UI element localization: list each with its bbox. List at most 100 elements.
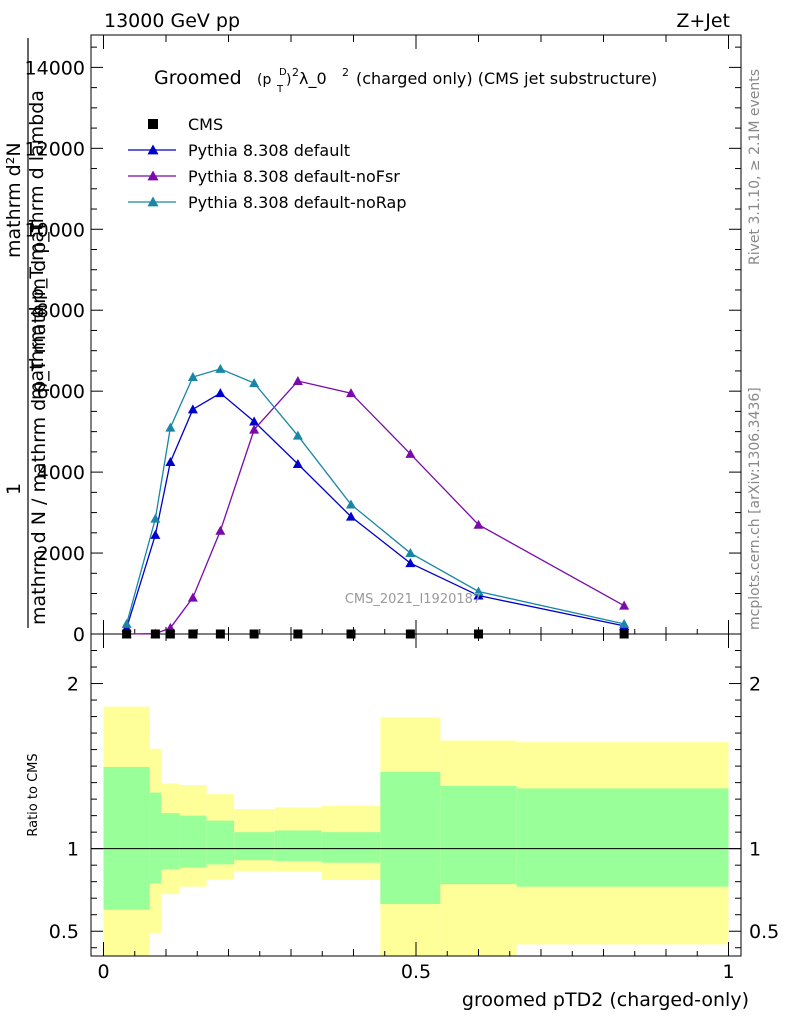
- legend-marker: [147, 196, 159, 207]
- legend-label: Pythia 8.308 default: [188, 141, 350, 160]
- series-point: [165, 456, 176, 466]
- ratio-tick-label-left: 0.5: [49, 921, 79, 943]
- series-point: [249, 424, 260, 434]
- series-layer: [121, 363, 630, 639]
- ratio-band-green: [274, 830, 322, 862]
- series-point: [619, 600, 630, 610]
- series-point: [121, 618, 132, 628]
- ratio-band-green: [321, 832, 381, 863]
- series-point: [249, 416, 260, 426]
- legend-label: CMS: [188, 115, 223, 134]
- series-point: [292, 459, 303, 469]
- series-point: [249, 378, 260, 388]
- series-point: [165, 422, 176, 432]
- cms-data-point: [293, 629, 303, 639]
- y-tick-label: 12000: [25, 138, 85, 160]
- title-rest: (charged only) (CMS jet substructure): [356, 69, 657, 88]
- title-close: ): [286, 72, 291, 88]
- y-title-numerator-top: mathrm d²N: [3, 142, 25, 258]
- series-point: [346, 499, 356, 509]
- series-point: [346, 388, 356, 398]
- title-p: (p: [257, 72, 271, 88]
- ratio-tick-label-right: 1: [749, 839, 761, 861]
- y-tick-label: 2000: [37, 543, 85, 565]
- ratio-uncertainty-bands: [103, 706, 729, 956]
- legend-marker: [147, 144, 159, 155]
- title-prefix: Groomed: [154, 67, 242, 89]
- y-tick-label: 10000: [25, 219, 85, 241]
- legend-label: Pythia 8.308 default-noFsr: [188, 167, 400, 186]
- cms-data-point: [405, 629, 415, 639]
- series-line: [125, 368, 625, 625]
- cms-data-point: [619, 629, 629, 639]
- series-point: [150, 529, 161, 539]
- ratio-band-green: [234, 832, 275, 861]
- plot-title: Groomed (p D T ) 2 λ_0 2 (charged only) …: [154, 66, 657, 95]
- title-lambda: λ_0: [299, 69, 327, 89]
- x-axis-label: groomed pTD2 (charged-only): [462, 989, 749, 1011]
- series-point: [292, 376, 303, 386]
- legend-marker: [148, 119, 158, 129]
- y-axis-title: 1 mathrm d N / mathrm d p_T mathrm d p_T…: [3, 38, 50, 628]
- cms-data-point: [215, 629, 225, 639]
- y-title-numerator-bottom: mathrm d p_T mathrm d lambda: [26, 90, 48, 400]
- cms-data-point: [165, 629, 175, 639]
- series-point: [187, 404, 198, 414]
- y-title-one: 1: [3, 483, 25, 495]
- cms-data-point: [122, 629, 132, 639]
- y-tick-label: 0: [73, 624, 85, 646]
- x-tick-label: 0.5: [401, 961, 431, 983]
- cms-data-point: [150, 629, 160, 639]
- y-tick-label: 6000: [37, 381, 85, 403]
- x-tick-label: 0: [97, 961, 109, 983]
- title-sup: D: [279, 67, 287, 78]
- y-tick-label: 4000: [37, 462, 85, 484]
- ratio-band-green: [103, 766, 150, 910]
- axis-ticks: 0 2000 4000 6000 8000 10000 12000 14000 0 0.5 1 0.5…: [25, 35, 779, 983]
- ratio-y-label: Ratio to CMS: [26, 753, 41, 836]
- ratio-band-green: [206, 820, 235, 865]
- ratio-band-green: [149, 792, 161, 884]
- series-point: [405, 548, 416, 558]
- title-sub: T: [276, 84, 284, 95]
- y-tick-label: 8000: [37, 300, 85, 322]
- series-point: [187, 592, 198, 602]
- series-point: [215, 525, 226, 535]
- series-point: [473, 519, 484, 529]
- series-point: [150, 513, 161, 523]
- series-point: [619, 618, 630, 628]
- ratio-band-green: [440, 785, 517, 885]
- series-point: [187, 371, 198, 381]
- series-point: [292, 430, 303, 440]
- ratio-tick-label-left: 1: [67, 839, 79, 861]
- series-point: [405, 558, 416, 568]
- legend-marker: [147, 170, 159, 181]
- y-title-denominator: mathrm d N / mathrm d p_T mathrm d p_T: [28, 220, 50, 625]
- ratio-band-green: [380, 771, 441, 904]
- title-pow: 2: [292, 66, 299, 79]
- ratio-band-green: [516, 788, 729, 887]
- cms-data-point: [188, 629, 198, 639]
- x-tick-label: 1: [722, 961, 734, 983]
- series-point: [405, 448, 416, 458]
- legend: CMS Pythia 8.308 default Pythia 8.308 defa…: [128, 115, 406, 212]
- mcplots-label: mcplots.cern.ch [arXiv:1306.3436]: [747, 387, 763, 630]
- ratio-tick-label-left: 2: [67, 674, 79, 696]
- y-tick-label: 14000: [25, 57, 85, 79]
- series-point: [215, 363, 226, 373]
- cms-data-point: [346, 629, 356, 639]
- series-point: [473, 586, 484, 596]
- ratio-tick-label-right: 0.5: [749, 921, 779, 943]
- analysis-watermark: CMS_2021_I1920187: [345, 592, 481, 607]
- legend-label: Pythia 8.308 default-noRap: [188, 193, 406, 212]
- series-point: [346, 511, 356, 521]
- rivet-label: Rivet 3.1.10, ≥ 2.1M events: [747, 69, 763, 265]
- energy-label: 13000 GeV pp: [104, 10, 240, 32]
- ratio-tick-label-right: 2: [749, 674, 761, 696]
- ratio-band-green: [161, 813, 180, 870]
- series-point: [215, 388, 226, 398]
- cms-data-point: [474, 629, 483, 639]
- title-lambda-pow: 2: [342, 66, 349, 79]
- ratio-band-green: [179, 815, 207, 868]
